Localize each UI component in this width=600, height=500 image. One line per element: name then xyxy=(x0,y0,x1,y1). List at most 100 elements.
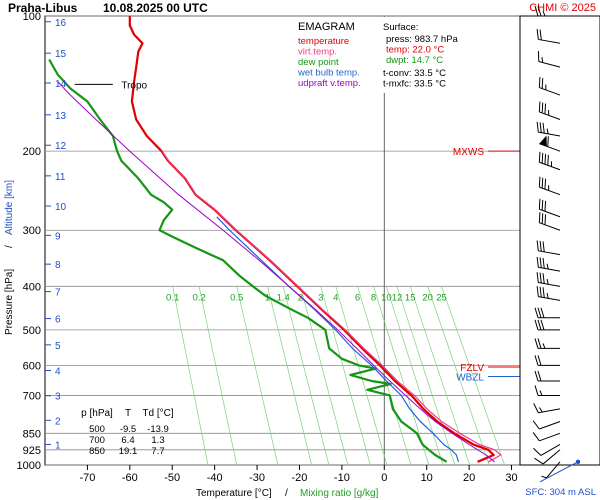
wind-barb-shaft xyxy=(545,461,561,479)
wind-barb-half xyxy=(548,109,550,116)
altitude-tick-label: 12 xyxy=(55,141,67,152)
mixing-ratio-label: 25 xyxy=(436,292,447,303)
mixing-ratio-label: 8 xyxy=(371,292,376,303)
altitude-tick-label: 5 xyxy=(55,341,61,352)
wind-barb-full xyxy=(538,101,541,112)
wind-barb-full xyxy=(539,240,542,252)
wind-barb-full xyxy=(534,307,539,318)
wind-barb-full xyxy=(536,272,539,283)
mixing-ratio-line xyxy=(267,286,312,466)
wind-barb xyxy=(538,198,561,218)
y-axis-label-2: Altitude [km] xyxy=(4,180,15,235)
x-tick-label: -10 xyxy=(334,472,350,484)
altitude-tick-label: 15 xyxy=(55,49,67,60)
x-tick-label: -20 xyxy=(292,472,308,484)
surface-line: t-mxfc: 33.5 °C xyxy=(383,79,446,90)
wind-barb-full xyxy=(542,273,545,284)
wind-barb-full xyxy=(538,212,541,223)
profile-series: Tropo xyxy=(48,16,502,463)
legend-item: wet bulb temp. xyxy=(297,68,360,79)
wind-barb-shaft xyxy=(539,421,561,430)
wind-barb xyxy=(534,449,561,465)
wind-barb xyxy=(532,420,561,430)
wind-barb-full xyxy=(532,432,540,442)
wind-barb-full xyxy=(544,214,547,225)
wind-barb-full xyxy=(538,198,541,210)
mixing-ratio-label: 20 xyxy=(422,292,433,303)
wind-barb-full xyxy=(537,319,542,330)
datetime-title: 10.08.2025 00 UTC xyxy=(103,1,208,15)
station-title: Praha-Libus xyxy=(8,1,78,15)
wind-barb-flag xyxy=(539,135,547,147)
pressure-tick-label: 1000 xyxy=(17,460,41,472)
wind-barb-full xyxy=(534,319,539,330)
x-axis-label: Temperature [°C] xyxy=(196,488,272,499)
altitude-tick-label: 2 xyxy=(55,416,61,427)
x-tick-label: -30 xyxy=(249,472,265,484)
pressure-tick-label: 700 xyxy=(23,390,41,402)
table-cell: 1.3 xyxy=(151,435,164,446)
wind-barb xyxy=(534,338,560,349)
wind-barb-full xyxy=(534,457,544,465)
wind-barb-full xyxy=(544,178,547,190)
wind-barb-shaft xyxy=(538,38,561,44)
mixing-ratio-line xyxy=(282,286,330,466)
legend-item: virt.temp. xyxy=(298,47,337,58)
wind-barb-full xyxy=(537,5,542,17)
wind-barb-full xyxy=(532,420,540,430)
wind-barb xyxy=(534,5,560,17)
surface-wind-arrow xyxy=(539,461,579,483)
x-tick-label: 30 xyxy=(505,472,517,484)
wind-barb xyxy=(538,176,561,196)
surface-title: Surface: xyxy=(383,22,418,33)
mixing-ratio-label: 6 xyxy=(355,292,360,303)
altitude-tick-label: 6 xyxy=(55,315,61,326)
wind-barb-full xyxy=(534,355,539,366)
x-tick-label: -70 xyxy=(79,472,95,484)
wind-barb-full xyxy=(544,200,547,212)
wind-barb-shaft xyxy=(538,282,561,287)
wind-barb xyxy=(534,355,560,366)
pressure-tick-label: 100 xyxy=(23,11,41,23)
pressure-tick-label: 925 xyxy=(23,445,41,457)
wind-barb-full xyxy=(547,154,549,166)
wind-barb-shaft xyxy=(538,250,561,256)
mixing-ratio-line xyxy=(396,286,456,466)
wind-barb xyxy=(537,51,561,68)
mixing-ratio-line xyxy=(172,286,209,466)
wind-barb-full xyxy=(539,257,542,268)
mixing-ratio-line xyxy=(427,286,490,466)
wind-barb-full xyxy=(536,286,539,297)
table-cell: 700 xyxy=(89,435,105,446)
wind-barb xyxy=(536,29,561,44)
wind-barb xyxy=(534,307,560,319)
wind-barb xyxy=(532,432,561,442)
wind-barb xyxy=(536,256,561,272)
table-cell: 500 xyxy=(89,424,105,435)
altitude-tick-label: 1 xyxy=(55,440,61,451)
mixing-ratio-label: 1.4 xyxy=(277,292,290,303)
pressure-tick-label: 200 xyxy=(23,146,41,158)
x-tick-label: 20 xyxy=(463,472,475,484)
chart-title: EMAGRAM xyxy=(298,21,355,33)
altitude-tick-label: 9 xyxy=(55,231,61,242)
grid xyxy=(45,15,520,466)
marker-label: WBZL xyxy=(456,372,484,383)
legend-background xyxy=(293,17,377,92)
wind-barb-full xyxy=(533,447,542,456)
wind-barb-full xyxy=(534,5,539,17)
surface-wind-dot xyxy=(575,459,581,464)
wind-barb-full xyxy=(536,256,539,268)
wind-barb-half xyxy=(541,475,547,479)
wind-barb-full xyxy=(539,286,542,298)
wind-barb-shaft xyxy=(539,161,561,171)
wind-barb xyxy=(534,370,560,382)
x-tick-label: -50 xyxy=(164,472,180,484)
series-line-virt-temp- xyxy=(161,150,502,463)
wind-barb-full xyxy=(544,103,547,115)
tropopause-label: Tropo xyxy=(121,80,147,91)
wind-barb-shaft xyxy=(540,444,561,456)
wind-barb-half xyxy=(546,292,549,299)
